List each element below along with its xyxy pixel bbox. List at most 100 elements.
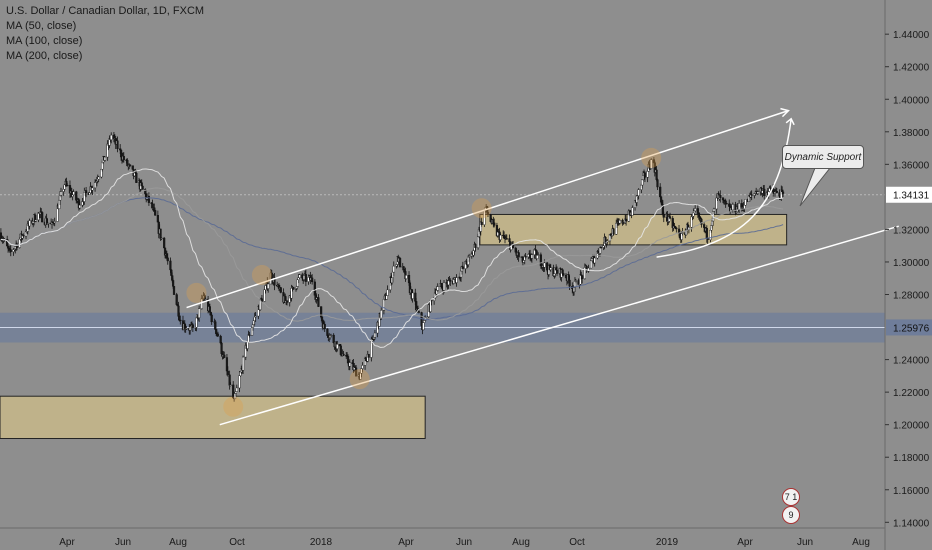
candle-body <box>41 212 44 223</box>
time-tick-label: Apr <box>737 537 753 548</box>
candle-body <box>304 274 307 282</box>
candle-body <box>122 156 125 161</box>
candle-body <box>696 208 699 214</box>
legend-ma-100[interactable]: MA (100, close) <box>6 35 83 47</box>
candle-body <box>292 286 295 290</box>
candle-body <box>78 204 81 209</box>
candle-body <box>172 280 175 287</box>
candle-body <box>332 334 335 343</box>
candle-body <box>536 255 539 259</box>
chart-legend: U.S. Dollar / Canadian Dollar, 1D, FXCM … <box>6 4 204 64</box>
candle-body <box>643 172 647 178</box>
candle-body <box>411 292 414 299</box>
candle-body <box>442 282 446 291</box>
candle-body <box>160 237 163 240</box>
legend-ma-200[interactable]: MA (200, close) <box>6 50 83 62</box>
flag-badge-icon[interactable]: 9 <box>782 506 800 524</box>
candle-body <box>681 232 684 234</box>
candle-body <box>273 277 276 286</box>
candle-body <box>555 269 559 274</box>
candle-body <box>650 159 653 169</box>
candle-body <box>128 164 132 166</box>
time-tick-label: Aug <box>169 537 187 548</box>
legend-title: U.S. Dollar / Canadian Dollar, 1D, FXCM <box>6 5 205 17</box>
candle-body <box>705 228 708 239</box>
time-tick-label: Apr <box>59 537 75 548</box>
candle-body <box>214 321 217 330</box>
candle-body <box>612 228 615 235</box>
price-tick-label: 1.18000 <box>893 453 930 464</box>
time-tick-label: 2019 <box>656 537 679 548</box>
candle-body <box>725 203 728 205</box>
candle-body <box>631 207 634 216</box>
candle-body <box>219 335 222 344</box>
candle-body <box>336 344 339 349</box>
candle-body <box>241 356 245 371</box>
candle-body <box>179 319 182 322</box>
legend-ma-50[interactable]: MA (50, close) <box>6 20 77 32</box>
candle-body <box>646 171 649 178</box>
candle-body <box>662 213 665 218</box>
candle-body <box>195 317 198 328</box>
time-tick-label: Apr <box>398 537 414 548</box>
price-tick-label: 1.32000 <box>893 225 930 236</box>
price-tick-label: 1.14000 <box>893 518 930 529</box>
candle-body <box>66 184 69 187</box>
candle-body <box>260 298 264 302</box>
candle-body <box>581 275 584 279</box>
candle-body <box>637 189 640 196</box>
candle-body <box>339 345 342 355</box>
price-tick-label: 1.44000 <box>893 30 930 41</box>
candle-body <box>474 244 477 248</box>
ma-200-line <box>0 197 784 320</box>
candle-body <box>329 334 333 337</box>
candle-body <box>147 195 150 203</box>
dynamic-support-note[interactable]: Dynamic Support <box>782 145 864 169</box>
candle-body <box>172 286 176 295</box>
candle-body <box>135 173 138 183</box>
candle-body <box>775 190 778 193</box>
highlight-circle-3 <box>349 369 370 390</box>
candle-body <box>342 353 345 356</box>
candle-body <box>97 176 100 180</box>
candle-body <box>606 240 609 243</box>
price-tick-label: 1.24000 <box>893 356 930 367</box>
candle-body <box>731 204 734 211</box>
candle-body <box>47 222 50 225</box>
candle-body <box>169 260 172 271</box>
candle-body <box>373 332 377 338</box>
candle-body <box>154 210 157 216</box>
candle-body <box>72 191 75 196</box>
candle-body <box>750 194 753 196</box>
candle-body <box>518 256 521 258</box>
candle-body <box>175 294 178 305</box>
price-tick-label: 1.38000 <box>893 128 930 139</box>
candle-body <box>141 185 144 190</box>
time-tick-label: Jun <box>797 537 813 548</box>
candle-body <box>436 286 439 291</box>
candle-body <box>298 274 301 278</box>
ma-100-line <box>0 187 784 322</box>
channel-arrow-head <box>780 107 790 118</box>
candle-body <box>311 277 314 283</box>
events-badge-icon[interactable]: 7 1 <box>782 488 800 506</box>
candle-body <box>530 254 534 259</box>
candle-body <box>655 169 658 180</box>
candle-body <box>543 262 546 268</box>
candle-body <box>668 216 672 219</box>
candle-body <box>166 257 169 262</box>
candle-body <box>216 333 220 337</box>
candle-body <box>285 300 289 303</box>
candle-body <box>422 322 425 331</box>
candle-body <box>204 298 207 301</box>
candle-body <box>524 256 527 258</box>
candle-body <box>385 295 388 300</box>
price-axis: 1.44000 1.42000 1.40000 1.38000 1.36000 1.320… <box>884 0 932 550</box>
candle-body <box>738 203 741 210</box>
candle-body <box>781 191 785 194</box>
candle-body <box>700 218 703 225</box>
candle-body <box>468 256 471 258</box>
candle-body <box>398 258 402 268</box>
